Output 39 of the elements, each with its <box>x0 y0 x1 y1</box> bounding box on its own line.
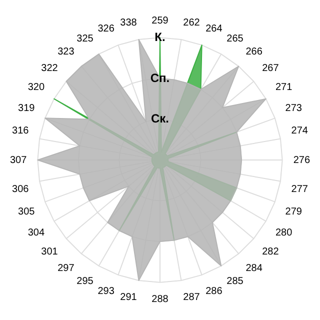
spoke-label: 297 <box>58 262 75 274</box>
spoke-label: 274 <box>291 126 308 137</box>
spoke-label: 284 <box>246 262 263 274</box>
spoke-label: 286 <box>206 286 223 298</box>
spoke-label: 338 <box>120 17 138 28</box>
spoke-label: 322 <box>41 63 58 74</box>
spoke-label: 262 <box>183 17 200 28</box>
y-tick-label: Ск. <box>150 112 170 126</box>
spoke-label: 291 <box>120 292 138 304</box>
spoke-label: 307 <box>10 154 28 166</box>
spoke-label: 285 <box>226 276 244 288</box>
spoke-label: 259 <box>152 15 169 26</box>
spoke-label: 287 <box>183 292 200 304</box>
spoke-label: 264 <box>206 23 223 34</box>
spoke-label: 266 <box>246 46 263 58</box>
spoke-label: 323 <box>58 46 75 58</box>
spoke-label: 295 <box>76 276 94 288</box>
spoke-label: 305 <box>18 206 36 218</box>
spoke-label: 279 <box>285 206 302 218</box>
spoke-label: 306 <box>12 184 30 195</box>
spoke-label: 277 <box>291 184 308 195</box>
spoke-label: 288 <box>152 294 169 306</box>
spoke-label: 304 <box>28 227 45 238</box>
spoke-label: 301 <box>41 246 58 258</box>
spoke-label: 293 <box>98 286 115 298</box>
spoke-label: 265 <box>226 33 244 44</box>
spoke-label: 326 <box>98 23 115 34</box>
spoke-label: 267 <box>262 63 280 74</box>
spoke-label: 320 <box>28 82 45 94</box>
spoke-label: 316 <box>12 126 30 137</box>
spoke-label: 282 <box>262 246 280 258</box>
spoke-label: 271 <box>275 82 293 94</box>
spoke-label: 276 <box>293 154 310 166</box>
y-tick-label: К. <box>154 30 166 44</box>
spoke-label: 319 <box>18 103 36 114</box>
spoke-label: 273 <box>285 103 302 114</box>
spoke-label: 325 <box>76 33 94 44</box>
y-tick-label: Сп. <box>150 70 170 85</box>
spoke-label: 280 <box>275 227 293 238</box>
